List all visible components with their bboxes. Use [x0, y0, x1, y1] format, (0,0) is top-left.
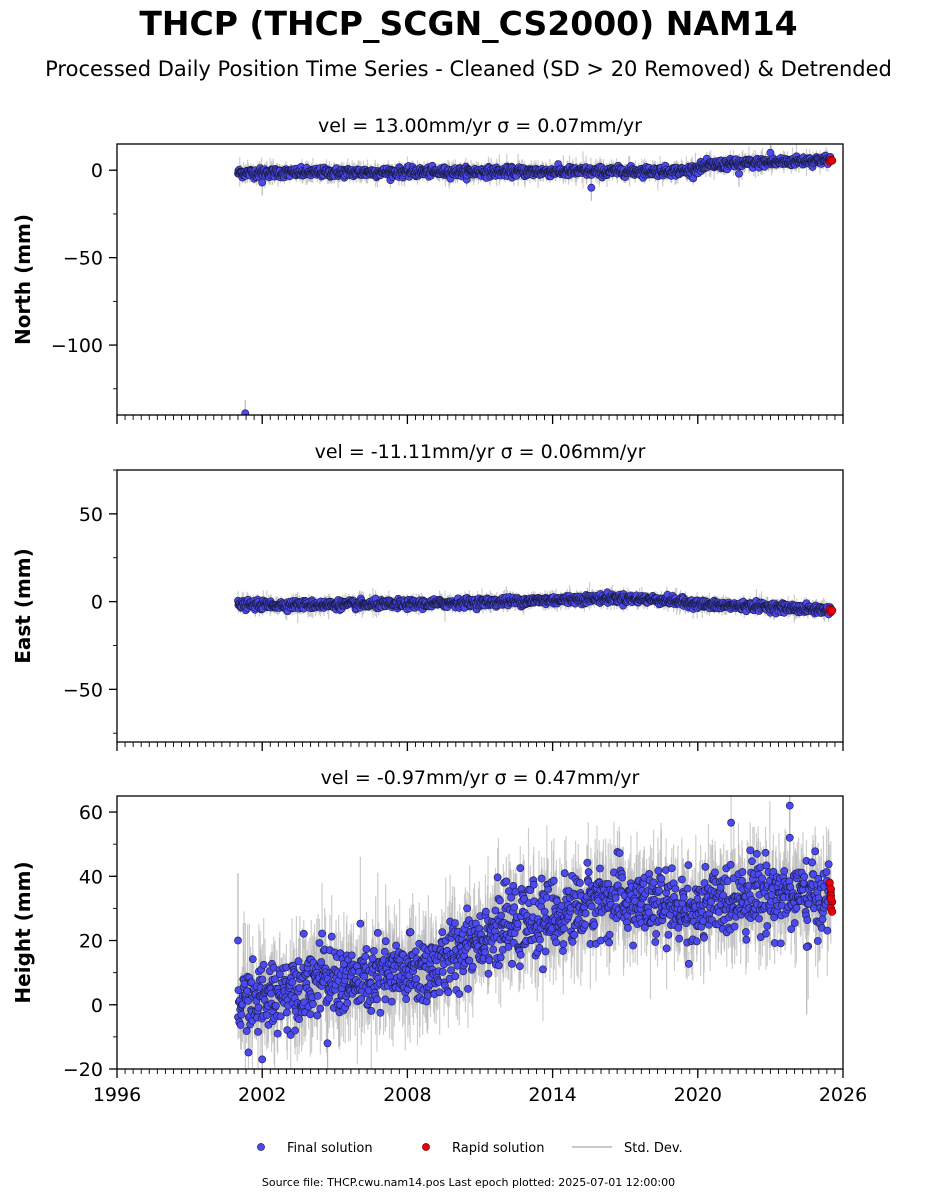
y-axis-ticks: 0 −50 −100: [51, 160, 117, 390]
stddev-bars: [237, 144, 832, 415]
page-title: THCP (THCP_SCGN_CS2000) NAM14: [139, 4, 798, 43]
chart-panel-1: 0 −50 −100 vel = 13.00mm/yr σ = 0.07mm/yr No…: [11, 115, 844, 424]
final-point: [258, 178, 267, 187]
final-point: [766, 148, 775, 157]
page-subtitle: Processed Daily Position Time Series - C…: [45, 57, 892, 81]
final-point: [587, 183, 596, 192]
y-axis-label: North (mm): [11, 214, 35, 345]
plot-area: [234, 582, 837, 624]
panel-title: vel = 13.00mm/yr σ = 0.07mm/yr: [318, 115, 642, 137]
y-tick-label: −50: [63, 248, 103, 270]
y-tick-label: 0: [91, 160, 103, 182]
final-solution-points: [234, 148, 835, 415]
rapid-point: [828, 156, 837, 165]
final-point: [241, 409, 250, 415]
plot-area: [234, 144, 837, 415]
plot-frame: [116, 143, 844, 416]
final-solution-points: [234, 588, 835, 619]
rapid-solution-points: [825, 155, 837, 166]
x-axis-ticks: [116, 415, 844, 424]
y-tick-label: −100: [51, 335, 103, 357]
final-point: [735, 169, 743, 178]
